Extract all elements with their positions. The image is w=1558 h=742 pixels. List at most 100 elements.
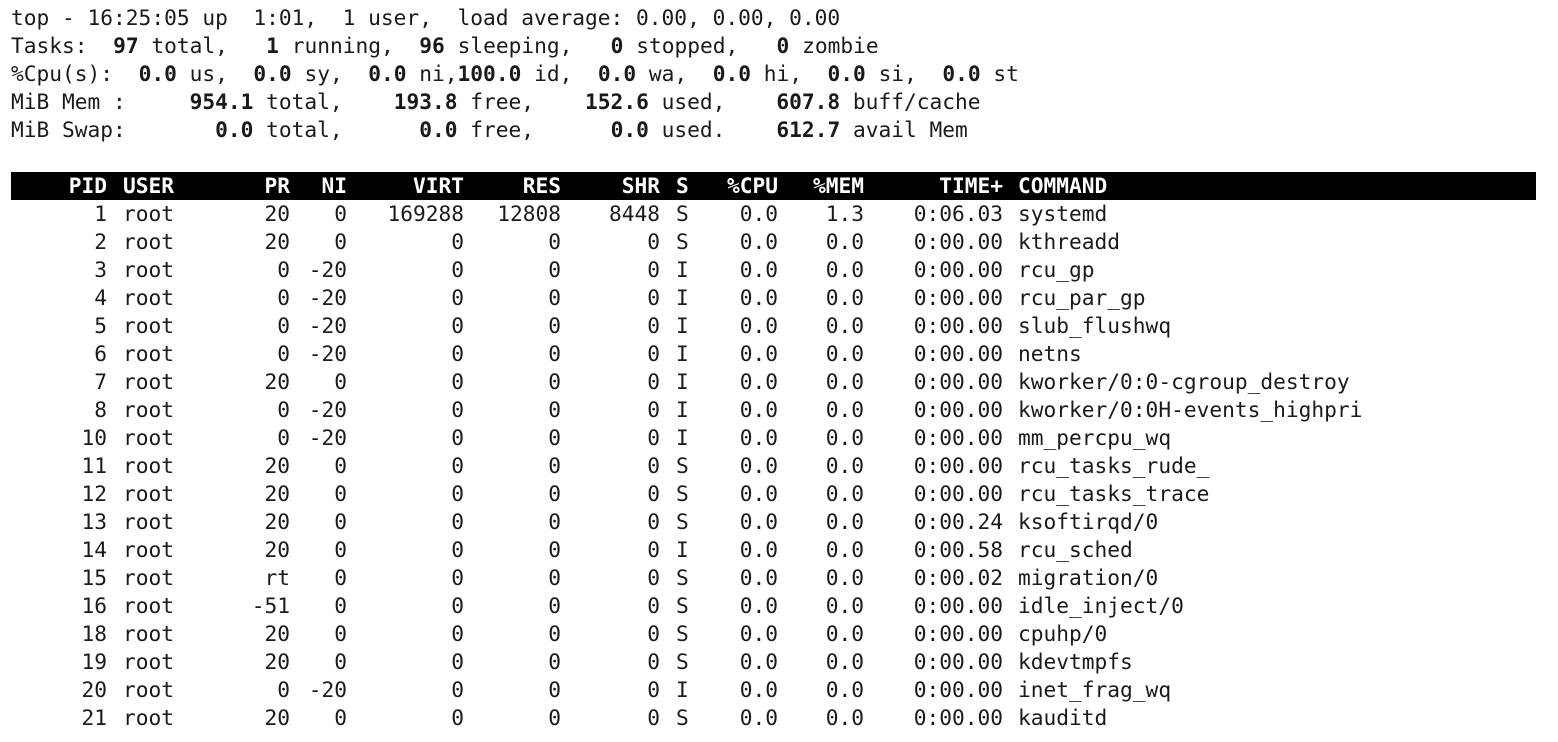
tasks-stopped: 0: [610, 33, 624, 58]
table-header[interactable]: PID USER PR NI VIRT RES SHR S %CPU %MEM …: [11, 172, 1536, 200]
table-row[interactable]: 2 root 20 0 0 0 0 S 0.0 0.0 0:00.00 kthreadd: [11, 228, 1536, 256]
cell-gap: [107, 284, 123, 312]
process-list: 1 root 20 0 169288 12808 8448 S 0.0 1.3 0:06.03 sys…: [11, 200, 1536, 732]
cell-state: I: [676, 313, 689, 338]
cell-gap: [107, 452, 123, 480]
cell-gap: [107, 648, 123, 676]
cell-pid: 1: [94, 201, 107, 226]
cell-gap: [107, 228, 123, 256]
cell-shr: 0: [647, 369, 660, 394]
cell-state: I: [676, 257, 689, 282]
cell-virt: 0: [451, 285, 464, 310]
cell-res: 0: [548, 537, 561, 562]
process-table[interactable]: PID USER PR NI VIRT RES SHR S %CPU %MEM …: [11, 172, 1536, 732]
tasks-label: Tasks:: [11, 33, 88, 58]
col-user[interactable]: USER: [123, 173, 175, 198]
cell-pid: 19: [81, 649, 107, 674]
cell-time: 0:00.00: [913, 229, 1003, 254]
cell-pr: 20: [264, 537, 290, 562]
cell-gap: [107, 340, 123, 368]
cell-ni: 0: [334, 453, 347, 478]
table-row[interactable]: 20 root 0 -20 0 0 0 I 0.0 0.0 0:00.00 inet_frag_wq: [11, 676, 1536, 704]
cell-cpu: 0.0: [739, 565, 778, 590]
table-row[interactable]: 6 root 0 -20 0 0 0 I 0.0 0.0 0:00.00 netns: [11, 340, 1536, 368]
cell-state: I: [676, 369, 689, 394]
table-row[interactable]: 18 root 20 0 0 0 0 S 0.0 0.0 0:00.00 cpuhp/0: [11, 620, 1536, 648]
cell-gap: [107, 564, 123, 592]
table-row[interactable]: 7 root 20 0 0 0 0 I 0.0 0.0 0:00.00 kworker/0:0-cgr…: [11, 368, 1536, 396]
col-cpu[interactable]: %CPU: [726, 173, 778, 198]
cell-res: 0: [548, 649, 561, 674]
table-row[interactable]: 14 root 20 0 0 0 0 I 0.0 0.0 0:00.58 rcu_sched: [11, 536, 1536, 564]
cell-cpu: 0.0: [739, 537, 778, 562]
cell-gap: [107, 480, 123, 508]
cell-cpu: 0.0: [739, 509, 778, 534]
table-row[interactable]: 21 root 20 0 0 0 0 S 0.0 0.0 0:00.00 kauditd: [11, 704, 1536, 732]
cell-mem: 0.0: [825, 285, 864, 310]
col-res[interactable]: RES: [522, 173, 561, 198]
cell-ni: 0: [334, 229, 347, 254]
cell-user: root: [123, 537, 175, 562]
cell-virt: 0: [451, 537, 464, 562]
cell-shr: 0: [647, 509, 660, 534]
table-row[interactable]: 16 root -51 0 0 0 0 S 0.0 0.0 0:00.00 idle_inject/0: [11, 592, 1536, 620]
cell-pr: 20: [264, 509, 290, 534]
col-pid[interactable]: PID: [68, 173, 107, 198]
cell-pid: 15: [81, 565, 107, 590]
col-virt[interactable]: VIRT: [412, 173, 464, 198]
table-row[interactable]: 19 root 20 0 0 0 0 S 0.0 0.0 0:00.00 kdevtmpfs: [11, 648, 1536, 676]
table-row[interactable]: 4 root 0 -20 0 0 0 I 0.0 0.0 0:00.00 rcu_par_gp: [11, 284, 1536, 312]
cell-user: root: [123, 397, 175, 422]
table-row[interactable]: 1 root 20 0 169288 12808 8448 S 0.0 1.3 0:06.03 sys…: [11, 200, 1536, 228]
col-ni[interactable]: NI: [321, 173, 347, 198]
table-row[interactable]: 8 root 0 -20 0 0 0 I 0.0 0.0 0:00.00 kworker/0:0H-e…: [11, 396, 1536, 424]
cell-user: root: [123, 677, 175, 702]
cell-res: 0: [548, 369, 561, 394]
col-time[interactable]: TIME+: [939, 173, 1003, 198]
cell-res: 0: [548, 313, 561, 338]
cell-res: 0: [548, 565, 561, 590]
table-row[interactable]: 10 root 0 -20 0 0 0 I 0.0 0.0 0:00.00 mm_percpu_wq: [11, 424, 1536, 452]
mem-line: MiB Mem : 954.1 total, 193.8 free, 152.6…: [11, 89, 981, 114]
table-row[interactable]: 5 root 0 -20 0 0 0 I 0.0 0.0 0:00.00 slub_flushwq: [11, 312, 1536, 340]
cell-state: S: [676, 481, 689, 506]
cell-cpu: 0.0: [739, 229, 778, 254]
cell-ni: -20: [308, 677, 347, 702]
col-pr[interactable]: PR: [264, 173, 290, 198]
table-row[interactable]: 3 root 0 -20 0 0 0 I 0.0 0.0 0:00.00 rcu_gp: [11, 256, 1536, 284]
cell-state: S: [676, 705, 689, 730]
cell-cpu: 0.0: [739, 201, 778, 226]
table-row[interactable]: 13 root 20 0 0 0 0 S 0.0 0.0 0:00.24 ksoftirqd/0: [11, 508, 1536, 536]
table-row[interactable]: 11 root 20 0 0 0 0 S 0.0 0.0 0:00.00 rcu_tasks_rude…: [11, 452, 1536, 480]
col-state[interactable]: S: [676, 173, 689, 198]
cell-user: root: [123, 341, 175, 366]
cell-virt: 0: [451, 397, 464, 422]
swap-free: 0.0: [419, 117, 458, 142]
table-row[interactable]: 12 root 20 0 0 0 0 S 0.0 0.0 0:00.00 rcu_tasks_trac…: [11, 480, 1536, 508]
cell-time: 0:00.00: [913, 649, 1003, 674]
cell-pid: 7: [94, 369, 107, 394]
cell-state: I: [676, 677, 689, 702]
table-row[interactable]: 15 root rt 0 0 0 0 S 0.0 0.0 0:00.02 migration/0: [11, 564, 1536, 592]
cell-cpu: 0.0: [739, 621, 778, 646]
cell-virt: 0: [451, 621, 464, 646]
swap-used: 0.0: [610, 117, 649, 142]
col-mem[interactable]: %MEM: [812, 173, 864, 198]
col-shr[interactable]: SHR: [621, 173, 660, 198]
cell-time: 0:00.58: [913, 537, 1003, 562]
cpu-us: 0.0: [138, 61, 177, 86]
cell-time: 0:00.00: [913, 257, 1003, 282]
cell-res: 0: [548, 705, 561, 730]
cell-mem: 0.0: [825, 593, 864, 618]
cell-user: root: [123, 565, 175, 590]
cell-res: 0: [548, 425, 561, 450]
cpu-wa: 0.0: [597, 61, 637, 86]
terminal-window[interactable]: top - 16:25:05 up 1:01, 1 user, load ave…: [11, 4, 1536, 732]
cell-pid: 2: [94, 229, 107, 254]
cell-gap: [107, 312, 123, 340]
cell-state: S: [676, 453, 689, 478]
cell-time: 0:00.00: [913, 621, 1003, 646]
cell-shr: 0: [647, 621, 660, 646]
col-command[interactable]: COMMAND: [1018, 173, 1108, 198]
cell-user: root: [123, 313, 175, 338]
